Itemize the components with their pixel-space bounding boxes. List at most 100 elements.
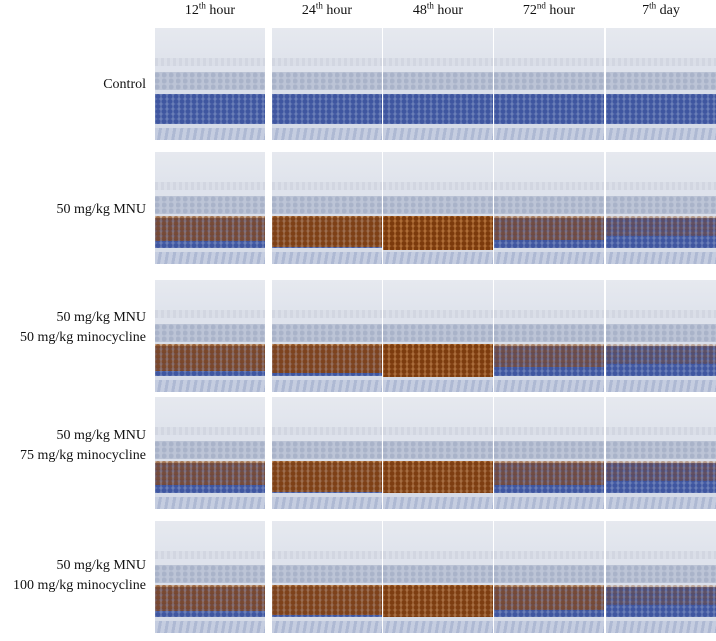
outer-plexiform-layer [272,58,382,66]
inner-nuclear-layer [383,441,493,459]
dab-stain-band [155,344,265,371]
column-header-unit: hour [433,3,464,18]
row-label-line: 100 mg/kg minocycline [13,578,146,593]
outer-nuclear-layer [383,94,493,124]
histology-panel [383,280,493,392]
histology-panel [494,521,604,633]
column-header-number: 48 [412,3,427,18]
outer-plexiform-layer [155,58,265,66]
outer-plexiform-layer [155,310,265,318]
pigment-epithelium-layer [155,252,265,264]
column-header-number: 72 [522,3,537,18]
outer-plexiform-layer [606,427,716,435]
column-header-suffix: th [649,0,657,11]
dab-stain-band [606,461,716,481]
outer-nuclear-layer [606,94,716,124]
inner-nuclear-layer [272,565,382,583]
column-header-number: 24 [301,3,316,18]
pigment-epithelium-layer [494,128,604,140]
column-header-0: 12th hour [155,0,265,20]
outer-plexiform-layer [383,58,493,66]
outer-plexiform-layer [494,427,604,435]
pigment-epithelium-layer [383,621,493,633]
dab-stain-band [606,216,716,236]
outer-nuclear-layer [494,346,604,376]
inner-nuclear-layer [494,441,604,459]
pigment-epithelium-layer [494,252,604,264]
dab-stain-band [272,344,382,373]
dab-stain-band [494,344,604,367]
histology-panel [155,152,265,264]
histology-panel [272,28,382,140]
dab-stain-band [494,216,604,240]
outer-nuclear-layer [494,94,604,124]
pigment-epithelium-layer [155,380,265,392]
dab-stain-band [606,344,716,364]
outer-plexiform-layer [155,427,265,435]
pigment-epithelium-layer [383,128,493,140]
outer-plexiform-layer [155,182,265,190]
inner-nuclear-layer [383,196,493,214]
inner-nuclear-layer [272,72,382,90]
histology-panel [606,28,716,140]
column-header-suffix: th [198,0,206,11]
outer-nuclear-layer [606,346,716,376]
dab-stain-band [383,585,493,617]
column-header-suffix: th [315,0,323,11]
pigment-epithelium-layer [606,128,716,140]
inner-nuclear-layer [606,441,716,459]
histology-panel [494,397,604,509]
histology-panel [606,521,716,633]
row-label-0: Control [0,75,146,95]
inner-nuclear-layer [272,196,382,214]
row-label-line: 50 mg/kg MNU [56,202,146,217]
dab-stain-band [383,461,493,493]
column-header-4: 7th day [606,0,716,20]
pigment-epithelium-layer [606,497,716,509]
pigment-epithelium-layer [606,380,716,392]
outer-plexiform-layer [383,182,493,190]
inner-nuclear-layer [272,441,382,459]
dab-stain-band [272,216,382,247]
outer-plexiform-layer [494,310,604,318]
dab-stain-band [494,461,604,485]
outer-plexiform-layer [494,551,604,559]
column-header-unit: day [656,3,680,18]
outer-plexiform-layer [494,58,604,66]
inner-nuclear-layer [155,441,265,459]
outer-nuclear-layer [494,218,604,248]
dab-stain-band [155,216,265,241]
row-label-line: 50 mg/kg MNU [56,310,146,325]
inner-nuclear-layer [155,324,265,342]
pigment-epithelium-layer [606,621,716,633]
pigment-epithelium-layer [494,380,604,392]
histology-panel [155,521,265,633]
pigment-epithelium-layer [272,497,382,509]
histology-panel [383,152,493,264]
pigment-epithelium-layer [606,252,716,264]
row-label-2: 50 mg/kg MNU 50 mg/kg minocycline [0,308,146,348]
outer-plexiform-layer [155,551,265,559]
row-label-line: 50 mg/kg MNU [56,428,146,443]
column-header-suffix: th [426,0,434,11]
column-header-1: 24th hour [272,0,382,20]
outer-plexiform-layer [272,310,382,318]
inner-nuclear-layer [383,72,493,90]
column-header-number: 12 [184,3,199,18]
outer-plexiform-layer [606,58,716,66]
histology-panel [383,397,493,509]
histology-panel [272,521,382,633]
inner-nuclear-layer [155,565,265,583]
column-header-unit: hour [322,3,353,18]
inner-nuclear-layer [494,72,604,90]
dab-stain-band [272,585,382,615]
pigment-epithelium-layer [272,380,382,392]
row-label-4: 50 mg/kg MNU 100 mg/kg minocycline [0,556,146,596]
histology-panel [155,280,265,392]
dab-stain-band [383,216,493,250]
outer-nuclear-layer [494,463,604,493]
pigment-epithelium-layer [272,252,382,264]
histology-panel [272,397,382,509]
inner-nuclear-layer [606,196,716,214]
dab-stain-band [383,344,493,377]
